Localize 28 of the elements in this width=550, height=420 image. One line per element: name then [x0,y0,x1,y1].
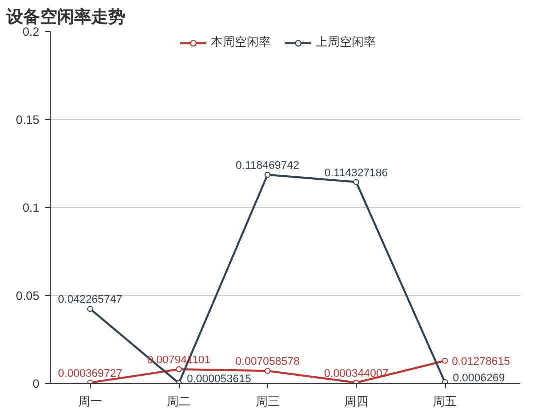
x-tick-label: 周三 [256,394,280,408]
data-label: 0.000053615 [187,373,252,386]
data-label: 0.042265747 [58,294,123,306]
data-label: 0.000344007 [324,368,389,380]
chart-title: 设备空闲率走势 [6,8,126,26]
y-tick-label: 0.05 [16,289,40,303]
y-tick-label: 0.1 [22,201,40,215]
point [353,179,360,186]
data-label: 0.0006269 [453,372,506,384]
point [264,172,271,178]
data-label: 0.007058578 [236,356,300,368]
point [176,366,182,373]
x-tick-label: 周二 [167,394,192,408]
x-tick-label: 周四 [344,394,368,408]
y-tick-label: 0.2 [22,25,40,39]
legend-label: 本周空闲率 [211,34,271,51]
y-tick-label: 0 [32,377,40,391]
data-label: 0.114327186 [324,167,388,180]
point [442,358,448,364]
data-label: 0.000369727 [58,368,123,380]
legend-label: 上周空闲率 [316,34,376,51]
data-label: 0.118469742 [236,160,300,172]
point [264,368,271,374]
x-tick-label: 周一 [78,394,102,408]
x-tick-label: 周五 [433,394,458,408]
data-label: 0.01278615 [452,356,510,368]
y-tick-label: 0.15 [16,113,40,127]
point [87,306,94,312]
